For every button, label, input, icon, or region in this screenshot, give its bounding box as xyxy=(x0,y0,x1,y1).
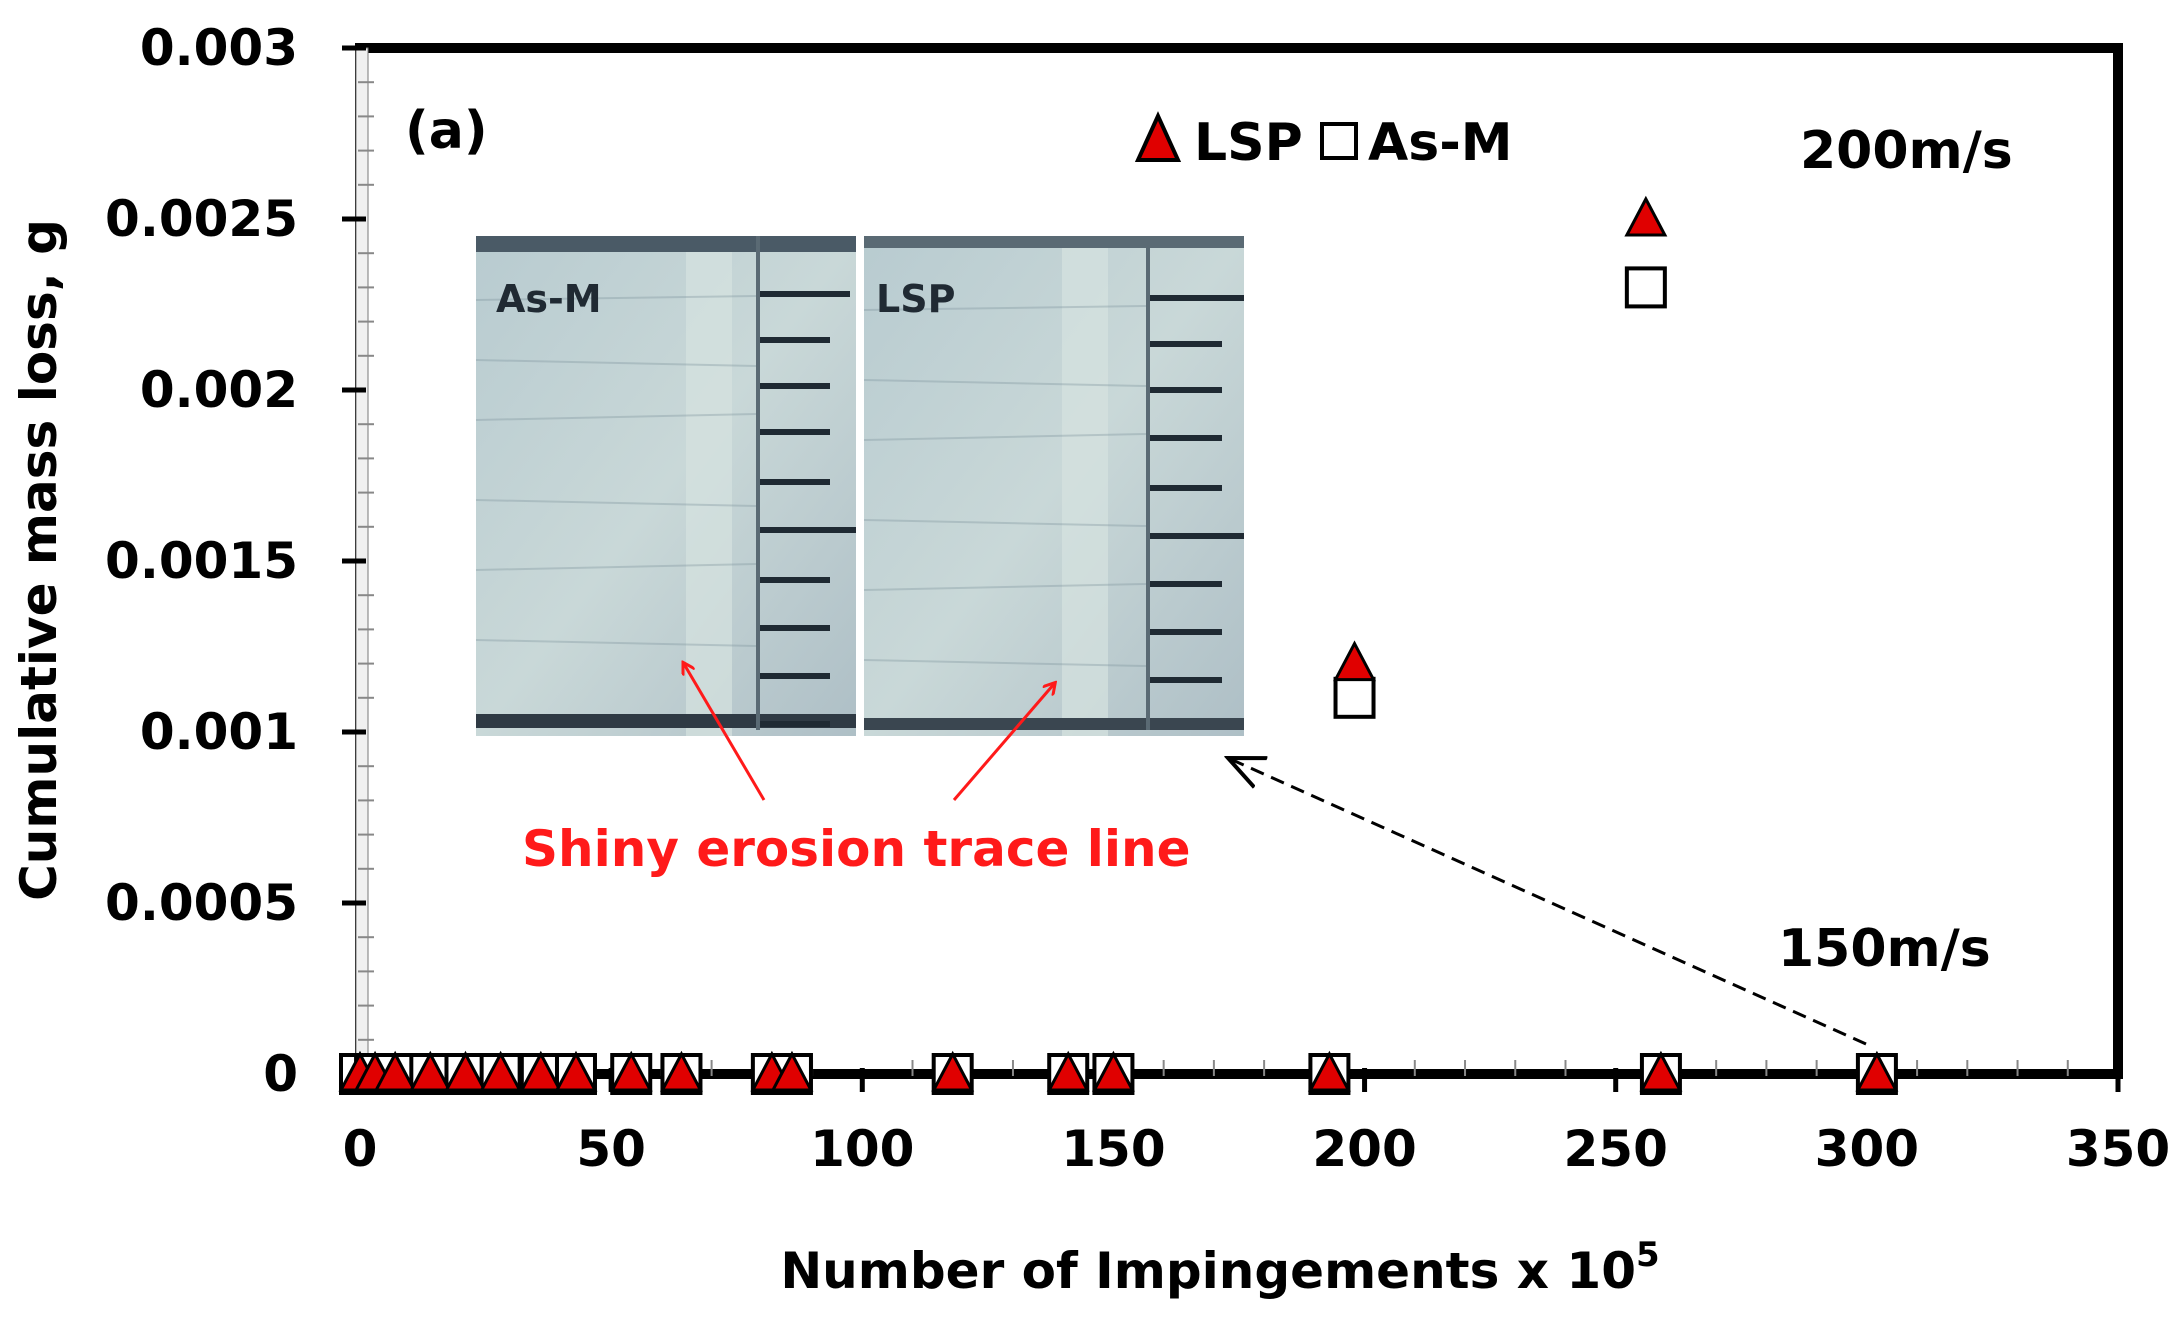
legend-lsp-label: LSP xyxy=(1194,113,1303,173)
lsp-point xyxy=(479,1050,523,1092)
lsp-point xyxy=(554,1050,598,1092)
x-axis-title-superscript: 5 xyxy=(1636,1235,1660,1275)
lsp-point xyxy=(1307,1050,1351,1092)
x-tick-label: 250 xyxy=(1564,1120,1668,1178)
lsp-point xyxy=(443,1050,487,1092)
y-tick-label: 0.0025 xyxy=(105,190,298,248)
x-tick-label: 200 xyxy=(1312,1120,1416,1178)
lsp-point xyxy=(373,1050,417,1092)
y-tick-label: 0.0005 xyxy=(105,874,298,932)
speed-150-label: 150m/s xyxy=(1778,919,1991,979)
x-tick-label: 300 xyxy=(1815,1120,1919,1178)
inset-photo-lsp: LSP xyxy=(863,236,1244,736)
lsp-point xyxy=(408,1050,452,1092)
lsp-point xyxy=(770,1050,814,1092)
lsp-point xyxy=(1046,1050,1090,1092)
series-lsp xyxy=(338,195,1899,1092)
inset-asm-label: As-M xyxy=(496,277,602,321)
y-tick-label: 0.001 xyxy=(140,703,298,761)
x-tick-label: 100 xyxy=(810,1120,914,1178)
y-axis-title: Cumulative mass loss, g xyxy=(10,219,68,901)
inset-photos: As-M xyxy=(475,236,1244,736)
lsp-point xyxy=(1624,195,1668,237)
speed-200-label: 200m/s xyxy=(1800,121,2013,181)
inset-lsp-label: LSP xyxy=(876,277,955,321)
legend-asm-label: As-M xyxy=(1368,113,1513,173)
legend-asm-marker xyxy=(1320,122,1358,160)
legend: LSP As-M xyxy=(1134,111,1513,173)
lsp-point xyxy=(609,1050,653,1092)
lsp-point xyxy=(1091,1050,1135,1092)
y-tick-label: 0.002 xyxy=(140,361,298,419)
lsp-point xyxy=(931,1050,975,1092)
y-tick-label: 0.003 xyxy=(140,19,298,77)
trace-arrow-right xyxy=(952,684,1054,801)
x-tick-label: 150 xyxy=(1061,1120,1165,1178)
x-axis-title: Number of Impingements x 105 xyxy=(780,1235,1659,1300)
asm-point xyxy=(1624,266,1667,309)
y-tick-labels: 0 0.0005 0.001 0.0015 0.002 0.0025 0.003 xyxy=(105,19,298,1103)
x-tick-labels: 0 50 100 150 200 250 300 350 xyxy=(343,1120,2171,1178)
x-tick-label: 50 xyxy=(576,1120,646,1178)
lsp-point xyxy=(1333,640,1377,682)
x-tick-label: 350 xyxy=(2066,1120,2170,1178)
inset-pointer-arrow xyxy=(1228,758,1867,1046)
legend-lsp-marker xyxy=(1134,111,1182,162)
lsp-point xyxy=(1639,1050,1683,1092)
y-tick-label: 0 xyxy=(263,1045,298,1103)
x-tick-label: 0 xyxy=(343,1120,378,1178)
trace-arrow-left xyxy=(684,664,766,801)
lsp-point xyxy=(519,1050,563,1092)
y-tick-label: 0.0015 xyxy=(105,532,298,590)
lsp-point xyxy=(1855,1050,1899,1092)
lsp-point xyxy=(659,1050,703,1092)
trace-label: Shiny erosion trace line xyxy=(522,820,1191,878)
inset-photo-asm: As-M xyxy=(475,236,856,736)
panel-label: (a) xyxy=(405,101,488,161)
asm-point xyxy=(1333,676,1376,719)
